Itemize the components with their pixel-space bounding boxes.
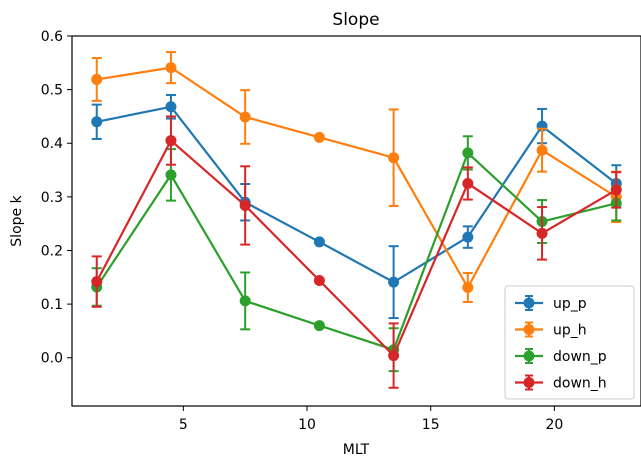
legend-label: up_h [553,323,587,339]
legend-entry-up_h: up_h [515,321,587,339]
data-point [536,144,548,156]
legend-entry-down_p: down_p [515,348,607,365]
y-tick-label: 0.4 [41,136,63,152]
plot-frame [71,35,641,407]
data-point [239,295,251,307]
series-line-down_p [95,150,617,352]
data-point [313,320,325,332]
data-point [462,147,474,159]
legend-label: down_p [553,349,607,365]
y-tick-label: 0.1 [41,297,63,313]
y-tick-label: 0.2 [41,243,63,259]
plot-area [91,51,622,389]
chart-title: Slope [332,10,379,30]
data-point [165,101,177,113]
legend-label: down_h [553,376,607,392]
y-tick-label: 0.0 [41,351,63,367]
series-line-down_h [95,138,617,358]
data-point [388,350,400,362]
legend-box [504,285,635,400]
data-point [239,111,251,123]
x-tick-label: 10 [298,417,316,433]
series-up_p [91,93,622,320]
data-point [91,276,103,288]
legend: up_p up_h down_p down_h [504,285,635,400]
axes: 5 10 15 20 0.0 0.1 0.2 0.3 0.4 0.5 0.6 [41,29,564,433]
data-point [91,73,103,85]
data-point [165,135,177,147]
data-point [388,152,400,164]
y-tick-label: 0.6 [41,29,63,45]
legend-marker [523,324,535,335]
legend-marker [523,377,535,388]
data-point [462,177,474,189]
data-point [239,199,251,211]
data-point [165,62,177,74]
data-point [165,169,177,181]
x-tick-label: 20 [545,417,563,433]
data-point [536,227,548,239]
legend-marker [523,350,535,362]
legend-entry-down_h: down_h [515,374,607,392]
legend-entry-up_p: up_p [515,295,587,312]
data-point [462,231,474,243]
data-point [313,131,325,143]
data-point [610,184,622,196]
data-point [313,236,325,248]
series-line-up_h [96,66,617,290]
series-down_h [91,115,622,389]
data-point [313,275,325,287]
y-axis-label: Slope k [9,194,25,246]
series-line-up_p [96,105,617,284]
legend-label: up_p [553,296,587,312]
data-point [462,281,474,293]
data-point [91,116,103,128]
x-tick-label: 15 [422,417,440,433]
data-point [388,276,400,288]
y-tick-label: 0.3 [41,190,63,206]
y-tick-label: 0.5 [41,83,63,99]
x-tick-label: 5 [179,417,188,433]
legend-marker [523,297,535,309]
x-axis-label: MLT [343,442,370,457]
